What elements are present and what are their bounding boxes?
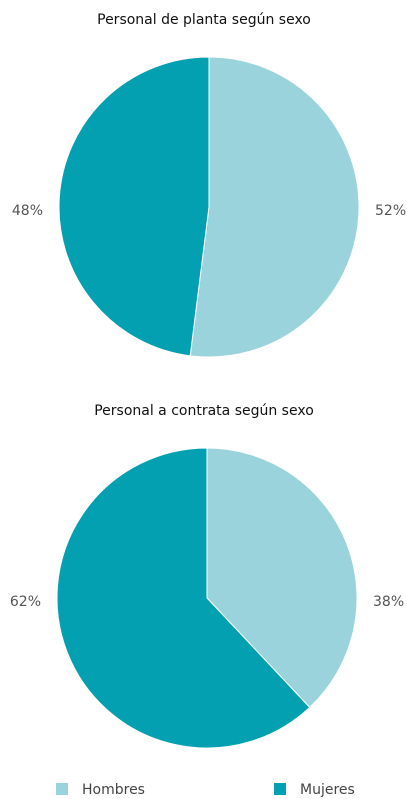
pie-slice (56, 447, 311, 749)
data-label: 38% (373, 594, 404, 610)
chart-title: Personal de planta según sexo (97, 12, 311, 28)
chart-title: Personal a contrata según sexo (94, 403, 314, 419)
data-label: 62% (10, 594, 41, 610)
data-label: 48% (12, 203, 43, 219)
data-label: 52% (375, 203, 406, 219)
pie-slice (58, 56, 210, 357)
pie-slice (206, 447, 358, 709)
legend-swatch (274, 783, 286, 795)
legend-label: Mujeres (300, 782, 355, 798)
legend-swatch (56, 783, 68, 795)
legend-label: Hombres (82, 782, 145, 798)
pie-slice (189, 56, 360, 358)
